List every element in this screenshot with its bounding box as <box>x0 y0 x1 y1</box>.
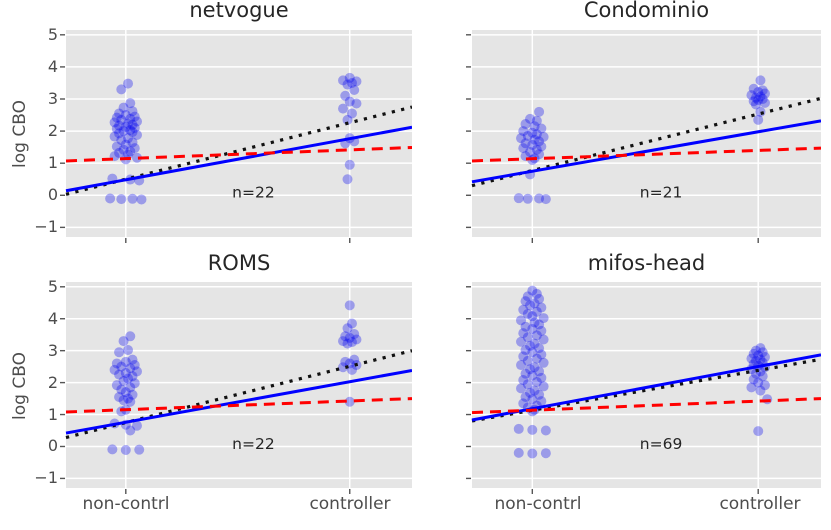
n-count-label: n=22 <box>232 435 275 453</box>
dashed-red-line <box>65 145 412 163</box>
y-tick-label: −1 <box>34 468 58 488</box>
axis-tick-marks <box>466 34 759 243</box>
y-tick-label: 0 <box>47 185 58 205</box>
n-count-label: n=22 <box>232 184 275 202</box>
n-count-label: n=21 <box>640 184 683 202</box>
n-count-label: n=69 <box>640 435 683 453</box>
scatter-points <box>105 72 362 205</box>
panel-plot-Condominio: n=21 <box>466 30 821 243</box>
panel-title-mifos-head: mifos-head <box>587 251 706 275</box>
scatter-points <box>107 300 362 455</box>
y-tick-label: 4 <box>47 308 58 328</box>
x-tick-label-controller-right: controller <box>719 494 801 514</box>
y-tick-label: 1 <box>47 153 58 173</box>
panel-plot-netvogue: n=22 <box>60 30 412 243</box>
solid-blue-regression-line <box>65 368 412 435</box>
scatter-points <box>513 285 773 459</box>
gridlines <box>66 282 412 488</box>
scatter-points <box>513 75 770 205</box>
panel-title-condominio: Condominio <box>583 0 710 22</box>
y-tick-label: 2 <box>47 121 58 141</box>
y-tick-label: 3 <box>47 89 58 108</box>
panel-plot-mifos-head: n=69 <box>466 282 821 494</box>
y-tick-label: 4 <box>47 56 58 76</box>
y-tick-label: 3 <box>47 340 58 360</box>
y-tick-label: 2 <box>47 372 58 392</box>
panel-title-netvogue: netvogue <box>189 0 289 22</box>
plot-background <box>66 282 412 488</box>
plot-background <box>472 30 821 237</box>
y-tick-label: −1 <box>34 217 58 237</box>
gridlines <box>472 282 821 488</box>
panel-title-roms: ROMS <box>207 251 271 275</box>
y-tick-label: 5 <box>47 24 58 44</box>
x-tick-label-controller-left: controller <box>309 494 391 514</box>
y-tick-label: 0 <box>47 436 58 456</box>
axis-tick-marks <box>60 286 351 494</box>
y-tick-label: 5 <box>47 276 58 296</box>
dashed-red-line <box>471 397 821 415</box>
plot-background <box>66 30 412 237</box>
dashed-red-line <box>65 397 412 414</box>
panel-plot-ROMS: n=22 <box>60 282 412 494</box>
x-tick-label-non-contrl-right: non-contrl <box>494 494 582 514</box>
y-tick-label: 1 <box>47 404 58 424</box>
dashed-red-line <box>471 146 821 163</box>
gridlines <box>66 30 412 237</box>
solid-blue-regression-line <box>471 119 821 184</box>
x-tick-label-non-contrl-left: non-contrl <box>82 494 170 514</box>
axis-tick-marks <box>60 34 351 243</box>
plot-background <box>472 282 821 488</box>
solid-blue-regression-line <box>65 125 412 193</box>
axis-tick-marks <box>466 286 759 494</box>
